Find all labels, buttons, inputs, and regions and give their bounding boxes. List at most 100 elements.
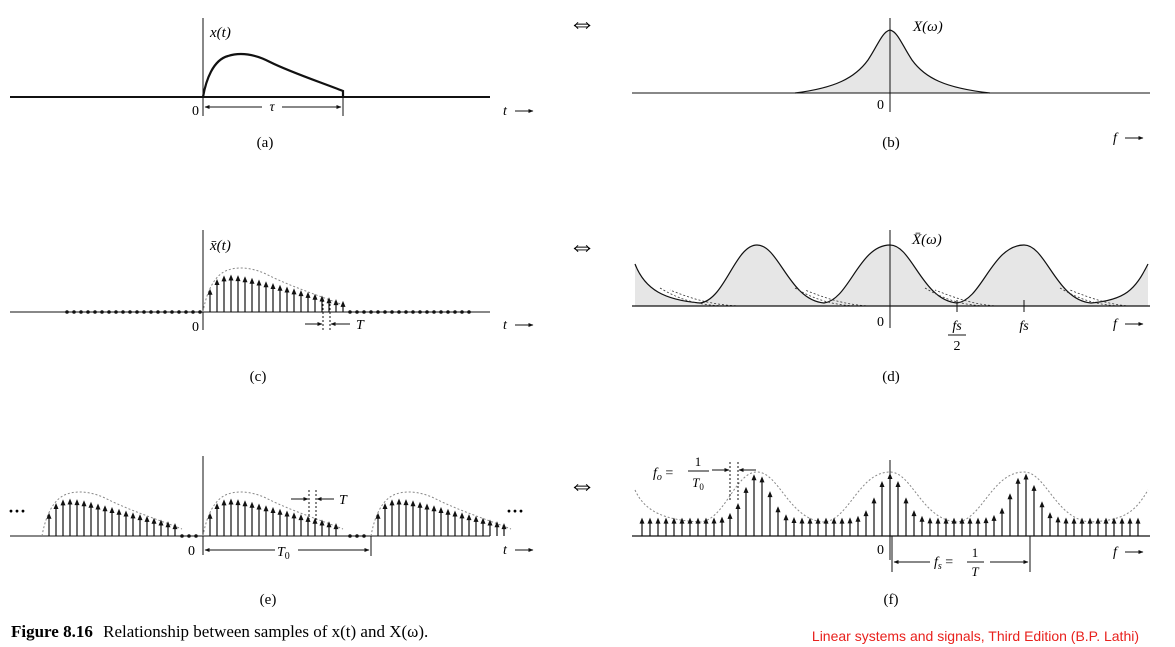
zero-sample (100, 310, 104, 314)
sample-stem-head (242, 276, 248, 283)
caption-label: Figure 8.16 (11, 622, 93, 641)
f-label-f: f (1113, 545, 1119, 560)
panel-a: τ x(t) 0 t (a) (10, 18, 534, 151)
spectral-sample-head (1023, 473, 1029, 480)
f-label-b: f (1113, 131, 1119, 146)
sample-stem-head (109, 506, 115, 513)
sample-stem-head (256, 279, 262, 286)
origin-b: 0 (877, 98, 884, 113)
sample-stem-head (207, 512, 213, 519)
sample-stem-head (445, 508, 451, 515)
period-label-c: T (356, 318, 365, 333)
tau-label: τ (269, 100, 275, 115)
sample-stem-head (151, 517, 157, 524)
spectral-sample-head (671, 517, 677, 524)
sample-stem-head (137, 514, 143, 521)
sample-stem-head (382, 503, 388, 510)
spectral-sample-head (855, 515, 861, 522)
spectral-sample-head (663, 517, 669, 524)
sample-stem-head (298, 290, 304, 297)
panel-e: T T0 ··· ··· 0 t (e) (8, 456, 534, 608)
panel-b: X(ω) 0 f (b) (632, 18, 1150, 151)
t-label-c: t (503, 318, 508, 333)
sample-stem-head (67, 498, 73, 505)
sample-stem-head (158, 519, 164, 526)
spectral-sample-head (679, 517, 685, 524)
sample-stem-head (473, 515, 479, 522)
panel-label-c: (c) (250, 369, 267, 385)
spectral-sample-head (951, 517, 957, 524)
spectral-sample-head (791, 516, 797, 523)
sample-stem-head (214, 503, 220, 510)
panel-label-e: (e) (260, 592, 277, 608)
origin-f: 0 (877, 543, 884, 558)
zero-sample (348, 310, 352, 314)
sample-stem-head (403, 499, 409, 506)
fo-numerator: 1 (695, 454, 702, 469)
envelope-f (634, 471, 1149, 523)
sample-stem-head (333, 299, 339, 306)
zero-sample (114, 310, 118, 314)
zero-sample (86, 310, 90, 314)
spectral-sample-head (815, 517, 821, 524)
sample-stem-head (319, 519, 325, 526)
sample-stem-head (249, 277, 255, 284)
zero-sample (418, 310, 422, 314)
spectral-sample-head (1103, 517, 1109, 524)
sample-stem-head (172, 523, 178, 530)
spectral-sample-head (959, 517, 965, 524)
spectral-sample-head (807, 517, 813, 524)
fs-lhs: fs = (934, 555, 953, 572)
sample-stem-head (284, 510, 290, 517)
spectral-sample-head (999, 507, 1005, 514)
sample-stem-head (144, 515, 150, 522)
sample-stem-head (46, 512, 52, 519)
zero-sample (446, 310, 450, 314)
sample-stem-head (340, 300, 346, 307)
sample-stem-head (417, 501, 423, 508)
credit-line: Linear systems and signals, Third Editio… (812, 628, 1139, 644)
fs-numerator: 1 (972, 545, 979, 560)
zero-sample (107, 310, 111, 314)
sample-stem-head (277, 284, 283, 291)
y-label-a: x(t) (209, 25, 231, 41)
x-t-curve (201, 52, 345, 98)
sample-stem-head (291, 288, 297, 295)
sample-stem-head (501, 523, 507, 530)
y-label-c: x̄(t) (209, 238, 231, 254)
spectral-sample-head (927, 517, 933, 524)
spectral-sample-head (655, 517, 661, 524)
y-label-b: X(ω) (912, 19, 943, 35)
spectral-sample-head (1111, 517, 1117, 524)
zero-sample (156, 310, 160, 314)
sample-stem-head (284, 286, 290, 293)
spectral-sample-head (1063, 517, 1069, 524)
spectral-sample-head (799, 517, 805, 524)
spectral-sample-head (1127, 517, 1133, 524)
spectral-sample-head (991, 514, 997, 521)
spectral-sample-head (1119, 517, 1125, 524)
spectral-sample-head (863, 510, 869, 517)
zero-sample (355, 534, 359, 538)
spectral-sample-head (743, 486, 749, 493)
spectral-sample-head (911, 510, 917, 517)
spectral-sample-head (975, 517, 981, 524)
sample-stem-head (74, 499, 80, 506)
caption-text: Relationship between samples of x(t) and… (103, 622, 428, 641)
sample-stem-head (270, 506, 276, 513)
y-label-d: X̄(ω) (911, 232, 942, 248)
ellipsis-left: ··· (8, 501, 26, 521)
sample-stem-head (242, 500, 248, 507)
spectral-sample-head (639, 517, 645, 524)
envelope-c (202, 267, 344, 313)
overlap-tails (659, 287, 1131, 307)
zero-sample (135, 310, 139, 314)
t-label-e: t (503, 543, 508, 558)
spectral-sample-head (935, 517, 941, 524)
spectral-sample-head (967, 517, 973, 524)
zero-sample (194, 534, 198, 538)
spectral-sample-head (903, 497, 909, 504)
fs-label-d: fs (1019, 319, 1029, 334)
zero-sample (411, 310, 415, 314)
sample-stem-head (480, 517, 486, 524)
